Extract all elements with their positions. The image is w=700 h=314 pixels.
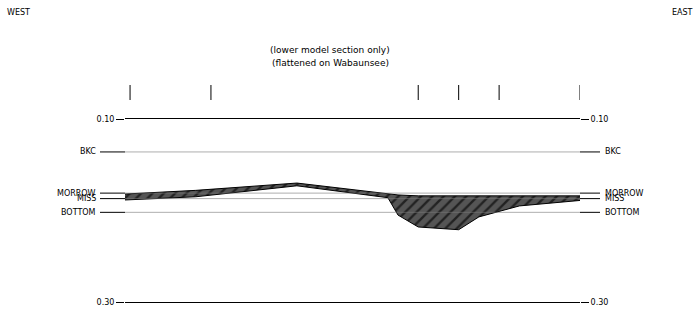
svg-text:WEST: WEST	[7, 8, 30, 17]
svg-text:0.30: 0.30	[591, 298, 609, 307]
svg-text:MORROW: MORROW	[57, 189, 96, 198]
svg-text:BOTTOM: BOTTOM	[61, 208, 96, 217]
svg-text:MORROW: MORROW	[605, 189, 644, 198]
svg-text:BKC: BKC	[80, 147, 96, 156]
svg-text:MISS: MISS	[605, 194, 624, 203]
svg-text:BOTTOM: BOTTOM	[605, 208, 640, 217]
svg-text:MISS: MISS	[77, 194, 96, 203]
svg-text:EAST: EAST	[672, 8, 693, 17]
svg-text:(flattened on Wabaunsee): (flattened on Wabaunsee)	[272, 58, 389, 68]
svg-text:(lower model section only): (lower model section only)	[270, 45, 390, 55]
svg-text:0.10: 0.10	[591, 115, 609, 124]
svg-text:BKC: BKC	[605, 147, 621, 156]
svg-text:0.10: 0.10	[97, 115, 115, 124]
svg-text:0.30: 0.30	[97, 298, 115, 307]
